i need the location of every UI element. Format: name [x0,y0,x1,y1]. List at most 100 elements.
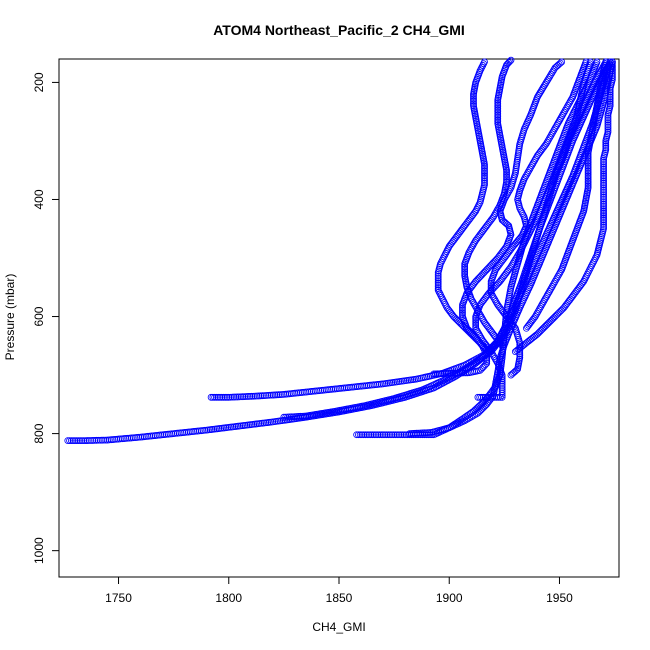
data-point [494,114,502,122]
data-point [525,167,533,175]
data-point [555,118,562,126]
data-point [481,361,489,369]
data-point [451,369,459,377]
data-point [494,101,502,109]
data-point [604,128,612,136]
data-point [584,172,592,180]
data-point [472,335,480,343]
data-point [494,106,502,114]
data-point [392,431,399,439]
data-point [507,263,515,271]
data-point [435,288,443,296]
data-point [461,262,469,269]
data-point [606,100,614,108]
data-point [600,218,607,226]
data-point [471,302,479,310]
x-tick-label: 1750 [105,591,132,605]
data-point [583,270,591,278]
data-point [480,317,487,325]
data-point [584,159,592,167]
data-point [544,320,551,328]
data-point [358,431,366,439]
data-point [434,278,442,285]
data-point [383,431,391,439]
data-point [467,245,475,253]
data-point [483,358,491,366]
data-point [461,272,469,279]
data-point [469,331,476,339]
data-point [532,155,539,163]
data-point [487,288,495,295]
data-point [480,60,488,68]
data-point [586,58,594,66]
data-point [470,97,477,105]
data-point [537,326,545,334]
data-point [606,86,614,94]
data-point [604,119,612,127]
data-point [543,77,551,85]
data-point [608,58,616,66]
data-point [505,59,513,66]
data-point [464,326,471,334]
data-point [287,413,295,421]
data-point [553,274,561,282]
data-point [475,408,483,416]
data-point [584,165,592,173]
data-point [242,393,250,400]
data-point [600,223,607,231]
series-12 [511,58,616,356]
data-point [584,169,592,177]
data-point [606,97,614,104]
data-point [600,165,607,173]
data-point [600,200,607,208]
data-point [520,213,528,221]
data-point [453,369,461,377]
data-point [395,431,403,439]
data-point [474,393,482,401]
data-point [432,370,439,378]
data-point [546,133,554,141]
data-point [232,393,240,401]
data-point [555,309,563,317]
data-point [608,63,616,71]
data-point [541,323,549,330]
data-point [542,321,550,329]
data-point [600,211,607,219]
data-point [365,431,373,439]
data-point [534,330,541,338]
data-point [467,413,475,421]
data-point [536,328,544,335]
data-point [541,296,549,304]
data-point [227,393,234,401]
data-point [521,173,529,181]
data-point [470,100,477,108]
data-point [493,299,501,307]
data-point [510,258,518,266]
data-point [490,211,498,219]
data-point [89,437,97,444]
data-point [481,169,488,177]
data-point [600,213,607,220]
data-point [498,380,506,388]
data-point [478,63,486,71]
data-point [553,122,561,129]
data-point [481,162,488,170]
data-point [456,319,464,327]
data-point [491,296,499,304]
data-point [545,74,553,81]
y-tick-label: 400 [32,189,46,209]
data-point [608,69,616,76]
data-point [488,291,496,299]
data-point [549,67,557,75]
data-point [600,179,607,187]
data-point [600,207,607,215]
data-point [298,412,306,420]
data-point [565,100,573,108]
data-point [511,256,519,264]
data-point [539,83,547,91]
data-point [411,429,419,437]
data-point [284,413,291,421]
data-point [461,267,469,274]
data-point [478,313,486,321]
data-point [444,246,451,254]
